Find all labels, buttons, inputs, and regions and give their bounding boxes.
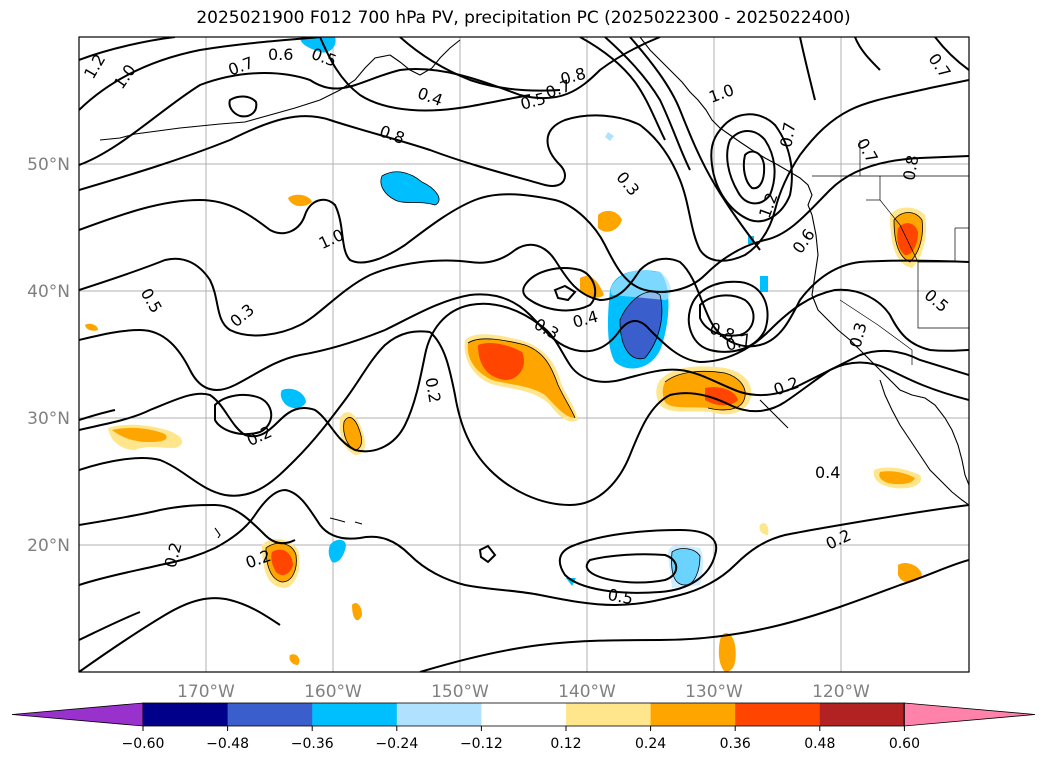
lat-label: 50°N [27,155,70,175]
lon-label: 120°W [812,682,870,702]
colorbar-tick-label: −0.48 [206,736,249,752]
precip-positive-area [271,549,293,576]
contour-label: 0.8 [899,154,922,182]
precip-positive-area [289,654,300,665]
contour-label: 0.2 [421,376,444,404]
precip-negative-area [280,388,306,409]
colorbar-extend-max [904,702,1036,727]
borders [812,140,969,365]
precip-negative-area [566,578,576,586]
lat-label: 20°N [27,536,70,556]
colorbar-tick-label: −0.60 [122,736,165,752]
colorbar-segment [481,703,567,726]
colorbar-segment [143,703,229,726]
contour-label: 0.5 [606,585,634,608]
precip-positive-area [759,523,769,535]
precip-negative-area [620,291,662,359]
precip-positive-area [580,275,604,298]
colorbar-tick-label: 0.36 [720,736,751,752]
lon-label: 170°W [177,682,235,702]
colorbar-tick-label: 0.60 [889,736,920,752]
coastlines [99,37,969,539]
map-border [78,36,970,673]
precip-negative-area [605,132,614,141]
colorbar-tick-label: 0.24 [635,736,666,752]
pv-contours [79,37,969,672]
precip-positive-area [705,387,738,406]
colorbar-segment [312,703,398,726]
precip-positive-area [598,210,622,232]
precip-negative-area [760,276,768,292]
colorbar-tick-label: 0.12 [550,736,581,752]
colorbar-segment [396,703,482,726]
precip-positive-area [897,223,918,256]
colorbar-tick-label: −0.36 [291,736,334,752]
colorbar-tick-label: −0.24 [375,736,418,752]
lon-label: 130°W [685,682,743,702]
colorbar-extend-min [11,702,144,727]
precip-positive-area [879,471,915,485]
lon-labels: 170°W 160°W 150°W 140°W 130°W 120°W [177,682,870,702]
precip-positive-area [288,194,312,207]
precip-negative-area [328,539,346,563]
contour-label: 0.6 [268,45,293,64]
precip-positive-area [718,633,736,672]
precip-positive-area [478,342,525,380]
colorbar-segment [819,703,905,726]
lon-label: 150°W [431,682,489,702]
contour-label: 0.7 [776,121,799,149]
precip-positive-area [85,323,98,331]
precip-negative-area [300,37,336,53]
lat-labels: 50°N 40°N 30°N 20°N [27,155,70,556]
colorbar-segment [566,703,652,726]
lat-label: 30°N [27,409,70,429]
lon-label: 160°W [304,682,362,702]
map-title: 2025021900 F012 700 hPa PV, precipitatio… [196,8,851,28]
colorbar-segment [735,703,821,726]
precip-negative-area [380,171,440,205]
precip-fill-layer [85,37,927,672]
precip-positive-area [352,603,362,621]
map-panel: 1.2 1.0 0.7 0.6 0.5 0.4 0.8 0.5 0.7 0.8 … [79,37,969,672]
lat-label: 40°N [27,282,70,302]
colorbar-tick-label: −0.12 [460,736,503,752]
precip-outlines [265,171,923,586]
precip-positive-area [112,427,167,442]
contour-label: 0.4 [815,463,840,482]
lon-label: 140°W [558,682,616,702]
precip-positive-area [898,563,922,583]
precip-positive-area [343,417,362,450]
colorbar-tick-label: 0.48 [804,736,835,752]
gridlines [79,37,969,672]
colorbar-segment [650,703,736,726]
colorbar: −0.60 −0.48 −0.36 −0.24 −0.12 0.12 0.24 0.36 0.4… [11,702,1036,752]
colorbar-segment [227,703,313,726]
precip-negative-area [748,236,754,244]
